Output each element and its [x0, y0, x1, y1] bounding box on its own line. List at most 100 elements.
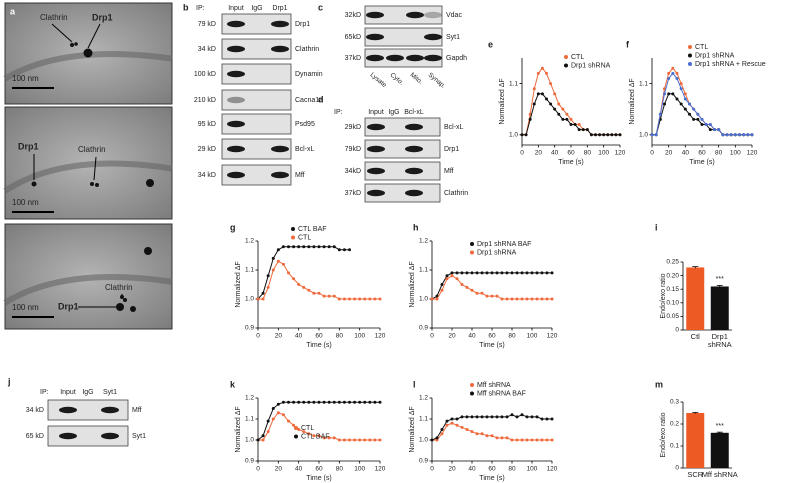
data-point	[480, 291, 484, 295]
data-point	[475, 271, 479, 275]
data-point	[490, 271, 494, 275]
data-point	[302, 245, 306, 249]
data-point	[515, 438, 519, 442]
legend-label: Drp1 shRNA BAF	[477, 241, 531, 248]
y-tick-label: 0.9	[245, 325, 254, 332]
data-point	[525, 297, 529, 301]
data-point	[302, 430, 306, 434]
legend-label: CTL	[571, 54, 584, 61]
data-point	[654, 133, 658, 137]
data-point	[618, 133, 622, 137]
data-point	[500, 415, 504, 419]
data-point	[342, 438, 346, 442]
blot-band	[405, 123, 423, 131]
data-point	[505, 436, 509, 440]
data-point	[505, 415, 509, 419]
data-point	[317, 291, 321, 295]
x-tick-label: 80	[336, 333, 344, 340]
significance: ***	[716, 423, 724, 430]
lane-label: Bcl-xL	[404, 109, 424, 116]
data-point	[373, 400, 377, 404]
data-point	[276, 259, 280, 263]
data-point	[606, 133, 610, 137]
data-point	[435, 438, 439, 442]
x-axis-label: Time (s)	[306, 475, 331, 482]
x-axis-label: Time (s)	[479, 475, 504, 482]
blot-band	[227, 145, 245, 153]
data-point	[520, 438, 524, 442]
data-point	[510, 438, 514, 442]
panel-label: k	[230, 379, 236, 389]
data-point	[692, 117, 696, 121]
x-tick-label: 20	[448, 466, 456, 473]
series-line	[652, 93, 752, 136]
legend-marker	[291, 235, 295, 240]
lane-label: Synap.	[427, 71, 447, 89]
size-label: 95 kD	[198, 121, 216, 128]
x-axis-label: Time (s)	[306, 342, 331, 349]
data-point	[322, 294, 326, 298]
x-axis-label: Time (s)	[479, 342, 504, 349]
data-point	[679, 82, 683, 86]
data-point	[312, 400, 316, 404]
legend-marker	[470, 250, 474, 255]
data-point	[378, 438, 382, 442]
data-point	[515, 415, 519, 419]
data-point	[550, 417, 554, 421]
data-point	[495, 294, 499, 298]
panel-label: b	[183, 2, 189, 12]
data-point	[465, 271, 469, 275]
x-tick-label: 60	[567, 150, 575, 157]
data-point	[327, 400, 331, 404]
protein-label: Gapdh	[446, 55, 467, 62]
blot-band	[406, 11, 424, 19]
data-point	[561, 117, 565, 121]
data-point	[455, 417, 459, 421]
x-tick-label: 40	[295, 466, 303, 473]
protein-label: Drp1	[295, 21, 310, 28]
y-axis-label: Normalized ΔF	[235, 261, 242, 307]
y-tick-label: 0.15	[666, 286, 679, 293]
data-point	[317, 400, 321, 404]
data-point	[465, 285, 469, 289]
blot-band	[227, 20, 245, 28]
data-point	[348, 438, 351, 442]
size-label: 34kD	[345, 168, 361, 175]
data-point	[675, 97, 679, 101]
y-tick-label: 0.25	[666, 259, 679, 266]
data-point	[577, 128, 581, 132]
panel-label: a	[10, 6, 16, 16]
gold-particle	[31, 181, 37, 187]
gold-particle	[146, 179, 154, 187]
data-point	[535, 297, 539, 301]
data-point	[721, 133, 725, 137]
gold-particle	[70, 43, 74, 47]
lane-label: Syt1	[103, 389, 117, 396]
data-point	[683, 97, 687, 101]
blot-band	[271, 20, 289, 28]
legend-marker	[291, 227, 295, 231]
data-point	[450, 417, 454, 421]
data-point	[281, 400, 285, 404]
data-point	[358, 438, 362, 442]
scale-label: 100 nm	[12, 303, 39, 312]
x-tick-label: 60	[315, 466, 323, 473]
membrane	[3, 160, 173, 194]
data-point	[266, 419, 270, 423]
data-point	[525, 438, 529, 442]
gold-particle	[120, 295, 124, 299]
data-point	[485, 434, 489, 438]
data-point	[292, 277, 296, 281]
data-point	[266, 285, 270, 289]
x-tick-label: 40	[468, 333, 476, 340]
data-point	[460, 425, 464, 429]
data-point	[440, 283, 444, 286]
data-point	[540, 92, 544, 96]
data-point	[532, 102, 536, 106]
x-tick-label: 80	[508, 466, 516, 473]
x-tick-label: Mff shRNA	[701, 470, 738, 479]
data-point	[565, 112, 569, 116]
x-tick-label: 20	[275, 466, 283, 473]
data-point	[530, 438, 534, 442]
data-point	[573, 123, 577, 127]
